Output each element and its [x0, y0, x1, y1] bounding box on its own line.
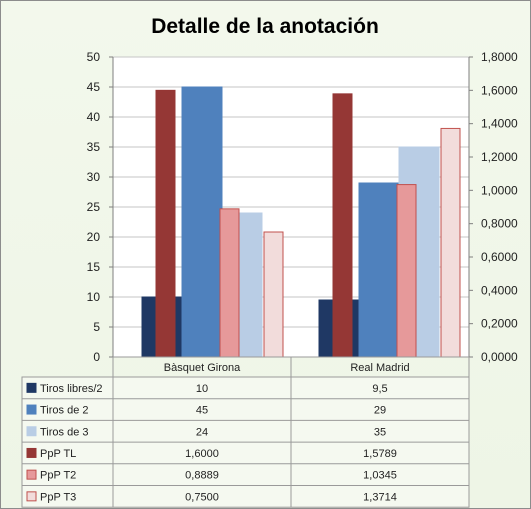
left-axis-tick-label: 50 [87, 50, 101, 64]
bar-ppp-tl-0 [155, 89, 176, 358]
left-axis-tick-label: 0 [93, 350, 100, 364]
data-label: 1,3714 [363, 491, 397, 503]
bar-ppp-tl-1 [332, 93, 353, 358]
legend-key [26, 426, 37, 437]
series-name: PpP T2 [40, 470, 76, 482]
series-name: PpP T3 [40, 491, 76, 503]
left-axis-tick-label: 45 [87, 80, 101, 94]
bar-ppp-t2-1 [396, 184, 417, 358]
bar-tiros-de-2-1 [358, 182, 400, 358]
right-axis-tick-label: 0,2000 [481, 317, 518, 331]
data-label: 29 [374, 405, 386, 417]
left-axis-tick-label: 30 [87, 170, 101, 184]
bar-ppp-t3-1 [440, 127, 461, 358]
data-label: 24 [196, 426, 208, 438]
right-axis-tick-label: 1,2000 [481, 150, 518, 164]
right-axis-tick-label: 0,6000 [481, 250, 518, 264]
left-axis-tick-label: 20 [87, 230, 101, 244]
series-name: Tiros de 3 [40, 426, 89, 438]
legend-key [26, 491, 37, 502]
bar-ppp-t2-0 [219, 208, 240, 358]
data-label: 9,5 [372, 383, 387, 395]
plot-area: 0 5 10 15 20 25 30 35 40 45 50 0,0000 0,2000 0,4000 0,… [87, 50, 518, 364]
legend-key [26, 447, 37, 458]
right-axis-tick-label: 1,6000 [481, 83, 518, 97]
legend-key [26, 382, 37, 393]
data-label: 35 [374, 426, 386, 438]
legend-key [26, 404, 37, 415]
left-axis-tick-label: 40 [87, 110, 101, 124]
left-axis-tick-label: 5 [93, 320, 100, 334]
bar-ppp-t3-0 [263, 231, 284, 358]
category-label: Bàsquet Girona [164, 362, 241, 374]
series-name: PpP TL [40, 448, 76, 460]
data-label: 1,6000 [185, 448, 219, 460]
left-axis-tick-label: 25 [87, 200, 101, 214]
data-label: 45 [196, 405, 208, 417]
right-axis-tick-label: 0,4000 [481, 283, 518, 297]
left-axis-tick-label: 15 [87, 260, 101, 274]
legend-key [26, 469, 37, 480]
chart-title: Detalle de la anotación [151, 15, 379, 38]
right-axis-tick-label: 0,8000 [481, 217, 518, 231]
data-label: 10 [196, 383, 208, 395]
data-label: 1,0345 [363, 470, 397, 482]
data-label: 0,7500 [185, 491, 219, 503]
category-label: Real Madrid [350, 362, 409, 374]
bar-tiros-de-2-0 [181, 86, 223, 358]
series-name: Tiros de 2 [40, 405, 89, 417]
left-axis-tick-label: 10 [87, 290, 101, 304]
right-axis-tick-label: 1,4000 [481, 117, 518, 131]
right-axis-tick-label: 0,0000 [481, 350, 518, 364]
data-label: 0,8889 [185, 470, 219, 482]
data-label: 1,5789 [363, 448, 397, 460]
data-table: Bàsquet Girona Real Madrid Tiros libres/2 1… [21, 356, 470, 508]
series-name: Tiros libres/2 [40, 383, 103, 395]
left-axis-tick-label: 35 [87, 140, 101, 154]
right-axis-tick-label: 1,8000 [481, 50, 518, 64]
right-axis-tick-label: 1,0000 [481, 183, 518, 197]
